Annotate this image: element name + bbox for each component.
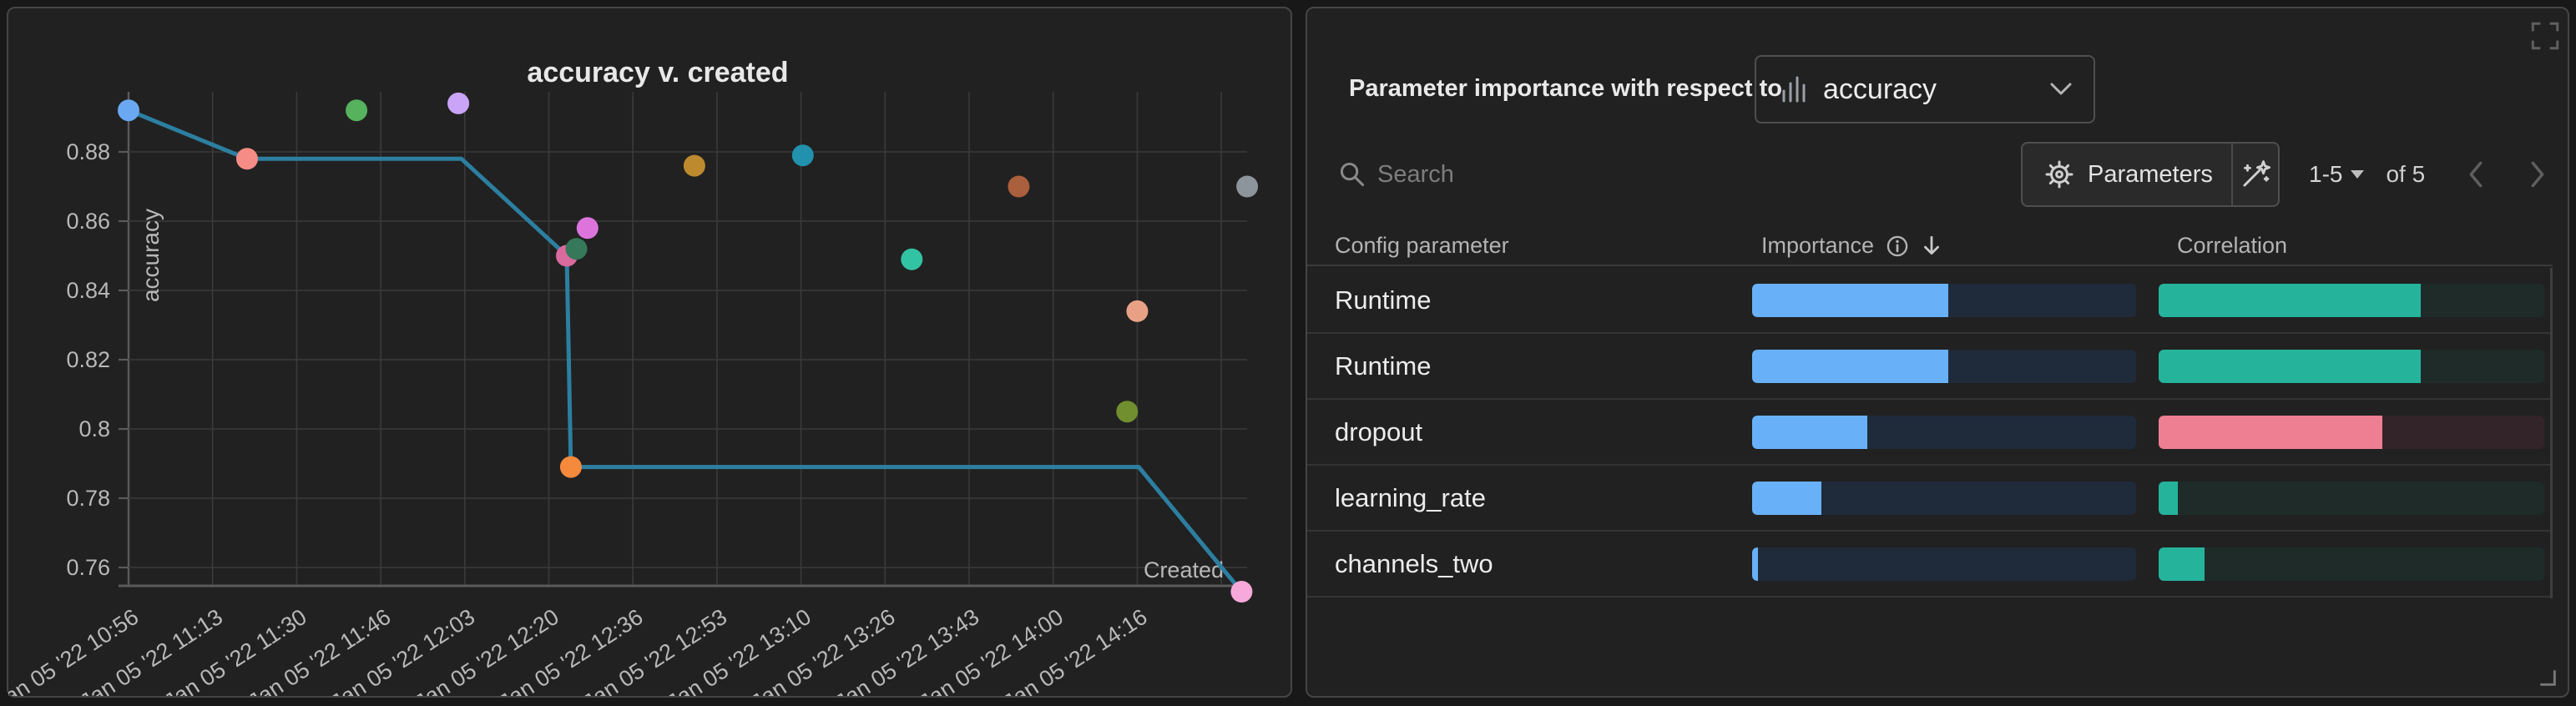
importance-bar-fill — [1752, 481, 1821, 515]
correlation-bar-fill — [2159, 547, 2205, 581]
y-tick-label: 0.76 — [66, 555, 110, 580]
correlation-bar — [2159, 283, 2544, 317]
column-config-parameter: Config parameter — [1335, 233, 1509, 258]
importance-bar — [1752, 415, 2136, 449]
config-parameter-label: learning_rate — [1335, 482, 1486, 512]
parameters-button-label: Parameters — [2088, 160, 2213, 188]
config-parameter-label: channels_two — [1335, 548, 1493, 578]
correlation-bar-fill — [2159, 349, 2422, 383]
config-parameter-label: dropout — [1335, 416, 1423, 446]
panel-resize-handle[interactable] — [2539, 669, 2558, 688]
run-point[interactable] — [1230, 581, 1253, 603]
table-row: learning_rate — [1307, 466, 2553, 532]
chevron-left-icon[interactable] — [2465, 160, 2487, 189]
correlation-bar-fill — [2159, 283, 2422, 317]
run-point[interactable] — [901, 248, 923, 270]
search-icon — [1340, 162, 1365, 187]
selected-run-line — [126, 108, 1244, 594]
run-point[interactable] — [447, 92, 470, 114]
table-row: dropout — [1307, 400, 2553, 466]
button-divider — [2230, 144, 2233, 205]
importance-bar — [1752, 547, 2136, 581]
page-range-select[interactable]: 1-5 — [2309, 161, 2365, 188]
parameter-importance-panel: Parameter importance with respect to acc… — [1306, 7, 2569, 698]
page-total-label: of 5 — [2386, 161, 2426, 187]
chevron-right-icon[interactable] — [2527, 160, 2548, 189]
run-point[interactable] — [236, 148, 258, 170]
table-controls: Parameters 1-5 of 5 — [1307, 142, 2568, 207]
y-axis-title: accuracy — [138, 209, 164, 302]
run-point[interactable] — [1236, 175, 1259, 198]
x-axis-title: Created — [1144, 557, 1224, 582]
run-point[interactable] — [1116, 401, 1139, 423]
metric-dropdown-value: accuracy — [1823, 73, 1937, 105]
run-point[interactable] — [559, 456, 582, 478]
correlation-bar — [2159, 481, 2544, 515]
importance-bar-fill — [1752, 349, 1948, 383]
page-range-label: 1-5 — [2309, 161, 2343, 187]
importance-bar-fill — [1752, 283, 1948, 317]
chart-panel: 0.88 0.86 0.84 0.82 0.8 0.78 0.76 Jan 05 '22 10… — [0, 7, 1292, 706]
run-point[interactable] — [683, 154, 705, 177]
magic-wand-button[interactable] — [2233, 159, 2278, 190]
table-header: Config parameter Importance Correlation — [1307, 226, 2553, 266]
magic-wand-icon — [2243, 160, 2270, 187]
metric-dropdown[interactable]: accuracy — [1755, 55, 2095, 124]
fullscreen-icon[interactable] — [2531, 22, 2559, 50]
search-input[interactable] — [1377, 154, 1895, 195]
panel-title: Parameter importance with respect to — [1349, 75, 1782, 102]
y-tick-label: 0.88 — [66, 139, 110, 164]
bar-chart-icon — [1782, 76, 1806, 103]
parameters-button[interactable]: Parameters — [2021, 142, 2280, 207]
correlation-bar-fill — [2159, 415, 2382, 449]
y-tick-label: 0.86 — [66, 209, 110, 234]
run-point[interactable] — [576, 217, 599, 240]
run-point[interactable] — [118, 99, 139, 122]
run-point[interactable] — [346, 99, 368, 122]
correlation-bar — [2159, 349, 2544, 383]
table-row: Runtime — [1307, 334, 2553, 400]
run-point[interactable] — [1126, 300, 1149, 322]
importance-bar — [1752, 349, 2136, 383]
correlation-bar — [2159, 415, 2544, 449]
y-tick-label: 0.78 — [66, 486, 110, 511]
correlation-bar-fill — [2159, 481, 2179, 515]
importance-bar-fill — [1752, 415, 1867, 449]
importance-header-label: Importance — [1761, 233, 1875, 258]
importance-bar — [1752, 481, 2136, 515]
table-scrollbar[interactable] — [2550, 268, 2553, 598]
table-row: Runtime — [1307, 268, 2553, 334]
chart-title: accuracy v. created — [527, 57, 788, 88]
column-importance[interactable]: Importance — [1761, 233, 1942, 259]
y-tick-label: 0.84 — [66, 278, 110, 303]
run-point[interactable] — [1008, 175, 1030, 198]
column-correlation: Correlation — [2177, 233, 2288, 258]
config-parameter-label: Runtime — [1335, 350, 1432, 381]
caret-down-icon — [2351, 170, 2365, 179]
table-row: channels_two — [1307, 532, 2553, 598]
chevron-down-icon — [2050, 83, 2072, 95]
importance-bar — [1752, 283, 2136, 317]
y-tick-label: 0.8 — [78, 416, 110, 441]
importance-bar-fill — [1752, 547, 1758, 581]
sort-descending-icon[interactable] — [1921, 234, 1942, 258]
gear-icon — [2045, 160, 2073, 189]
pagination: 1-5 of 5 — [2309, 142, 2548, 207]
y-tick-label: 0.82 — [66, 347, 110, 372]
info-icon[interactable] — [1886, 234, 1909, 258]
run-point[interactable] — [565, 238, 588, 260]
search-box — [1339, 142, 1895, 207]
correlation-bar — [2159, 547, 2544, 581]
config-parameter-label: Runtime — [1335, 285, 1432, 315]
run-point[interactable] — [791, 144, 814, 167]
